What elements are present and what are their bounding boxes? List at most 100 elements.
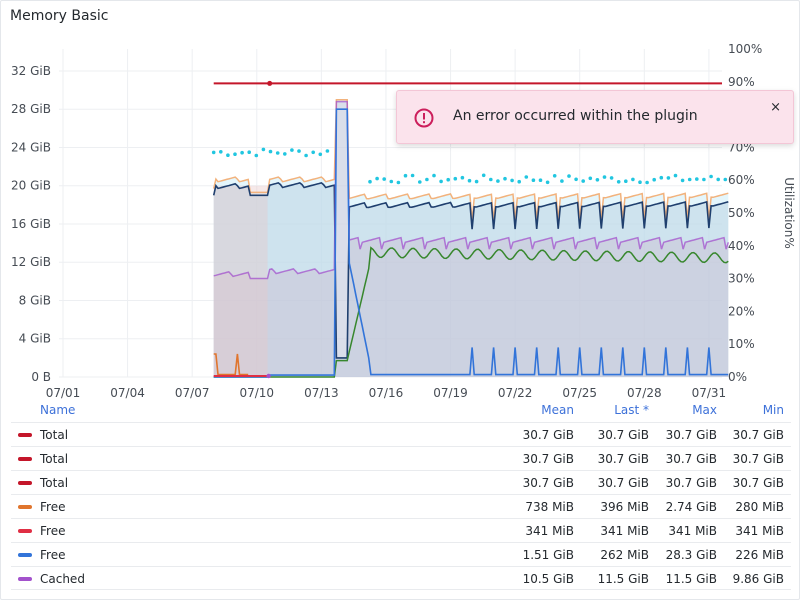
y-tick-label: 0 B [31,370,51,384]
utilization-dot [304,153,308,158]
series-free-blue-line [213,108,729,378]
legend-row[interactable]: Total 30.7 GiB 30.7 GiB 30.7 GiB 30.7 GiB [11,446,791,470]
memory-chart[interactable]: 07/01 07/04 07/07 07/10 07/13 07/16 07/19 07/22… [1,1,799,399]
y-tick-label: 32 GiB [11,64,51,78]
y-right-tick-label: 100% [728,42,762,56]
series-mean: 30.7 GiB [522,452,574,466]
series-name[interactable]: Total [40,476,69,490]
legend-row[interactable]: Cached 10.5 GiB 11.5 GiB 11.5 GiB 9.86 GiB [11,566,791,590]
legend-row[interactable]: Free 738 MiB 396 MiB 2.74 GiB 280 MiB [11,494,791,518]
utilization-dot [396,180,401,185]
series-last: 396 MiB [600,500,649,514]
legend-row[interactable]: Total 30.7 GiB 30.7 GiB 30.7 GiB 30.7 GiB [11,422,791,446]
cached-area [213,101,729,377]
legend-table: Name Mean Last * Max Min Total 30.7 GiB 30… [11,400,791,590]
x-tick-label: 07/01 [46,386,81,399]
y-tick-label: 20 GiB [11,179,51,193]
series-name[interactable]: Free [40,548,66,562]
legend-row[interactable]: Free 1.51 GiB 262 MiB 28.3 GiB 226 MiB [11,542,791,566]
series-mean: 30.7 GiB [522,428,574,442]
utilization-dot [283,152,287,156]
x-tick-label: 07/16 [369,386,404,399]
y-tick-label: 16 GiB [11,217,51,231]
legend-header-mean[interactable]: Mean [541,403,574,417]
series-total-marker [267,80,273,86]
utilization-dot [261,147,266,152]
utilization-dot [240,150,244,155]
series-last: 30.7 GiB [597,476,649,490]
utilization-dot [389,179,394,184]
series-color-swatch [18,577,32,581]
utilization-dot [659,175,664,180]
legend-row[interactable]: Total 30.7 GiB 30.7 GiB 30.7 GiB 30.7 GiB [11,470,791,494]
x-tick-label: 07/25 [562,386,597,399]
series-cached-line [213,100,730,280]
y-right-tick-label: 20% [728,304,755,318]
x-tick-label: 07/07 [175,386,210,399]
utilization-dot [616,180,621,184]
x-tick-label: 07/04 [110,386,145,399]
x-tick-label: 07/19 [433,386,468,399]
utilization-dot [503,176,507,181]
utilization-dot [524,175,529,179]
series-min: 226 MiB [735,548,784,562]
utilization-dot [226,153,230,157]
series-mean: 1.51 GiB [522,548,574,562]
y-axis-right-title: Utilization% [782,177,796,249]
y-tick-label: 8 GiB [19,293,51,307]
legend-header-max[interactable]: Max [692,403,717,417]
utilization-dot [666,176,671,180]
utilization-dot [467,178,472,183]
x-tick-label: 07/22 [498,386,533,399]
series-min: 30.7 GiB [732,428,784,442]
series-cached-marker [266,373,271,379]
series-min: 9.86 GiB [732,572,784,586]
utilization-dot [275,151,280,155]
utilization-dot [233,152,237,156]
x-tick-label: 07/10 [239,386,274,399]
utilization-dot [425,177,429,182]
utilization-dot [496,179,500,183]
utilization-dot [673,173,678,178]
utilization-dot [325,149,330,153]
y-tick-label: 4 GiB [19,332,51,346]
utilization-dot [709,174,713,179]
y-right-tick-label: 0% [728,370,747,384]
series-name[interactable]: Free [40,524,66,538]
utilization-dot [702,177,706,182]
utilization-dot [567,174,571,178]
series-last: 262 MiB [600,548,649,562]
alert-circle-icon [414,108,434,128]
utilization-dot [453,176,458,181]
legend-header-name[interactable]: Name [40,403,76,417]
error-message: An error occurred within the plugin [453,108,698,124]
series-name[interactable]: Free [40,500,66,514]
y-tick-label: 24 GiB [11,140,51,154]
utilization-dot [517,179,521,184]
legend-header-last[interactable]: Last * [614,403,649,417]
y-right-tick-label: 90% [728,75,755,89]
legend-header: Name Mean Last * Max Min [11,400,791,422]
legend-row[interactable]: Free 341 MiB 341 MiB 341 MiB 341 MiB [11,518,791,542]
utilization-dot [432,173,436,178]
series-last: 30.7 GiB [597,452,649,466]
utilization-dot [268,149,273,154]
utilization-dot [638,180,642,184]
series-name[interactable]: Total [40,452,69,466]
x-tick-label: 07/28 [627,386,662,399]
series-name[interactable]: Cached [40,572,85,586]
series-name[interactable]: Total [40,428,69,442]
panel-title[interactable]: Memory Basic [10,8,109,24]
utilization-dot [474,179,479,184]
utilization-dot [687,177,692,182]
utilization-dot [403,173,408,178]
utilization-dot [489,177,493,182]
series-max: 2.74 GiB [665,500,717,514]
close-icon[interactable]: × [770,100,781,115]
legend-header-min[interactable]: Min [762,403,784,417]
series-max: 28.3 GiB [665,548,717,562]
used-area [213,182,729,377]
utilization-dot [368,179,372,184]
y-right-tick-label: 30% [728,272,755,286]
utilization-dot [219,150,223,154]
